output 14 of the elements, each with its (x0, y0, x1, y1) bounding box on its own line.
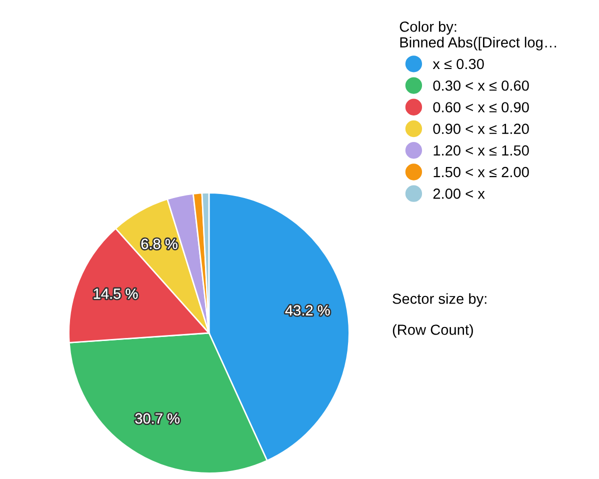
legend-label: 0.90 < x ≤ 1.20 (433, 124, 529, 134)
data-label: 6.8 % (141, 238, 178, 250)
legend-label: 0.60 < x ≤ 0.90 (433, 102, 529, 112)
data-label: 30.7 % (135, 413, 180, 424)
legend-label: 2.00 < x (433, 188, 485, 199)
text: Sector size by: (392, 293, 486, 307)
data-label: 14.5 % (94, 288, 138, 299)
legend-label: x ≤ 0.30 (432, 58, 484, 70)
legend-title: Color by: Binned Abs([Direct log… (400, 21, 556, 50)
text: (Row Count) (392, 324, 473, 338)
legend-label: 1.20 < x ≤ 1.50 (434, 145, 529, 156)
legend-label: 1.50 < x ≤ 2.00 (434, 166, 529, 178)
legend-label: 0.30 < x ≤ 0.60 (433, 80, 529, 91)
data-label: 43.2 % (285, 305, 330, 316)
